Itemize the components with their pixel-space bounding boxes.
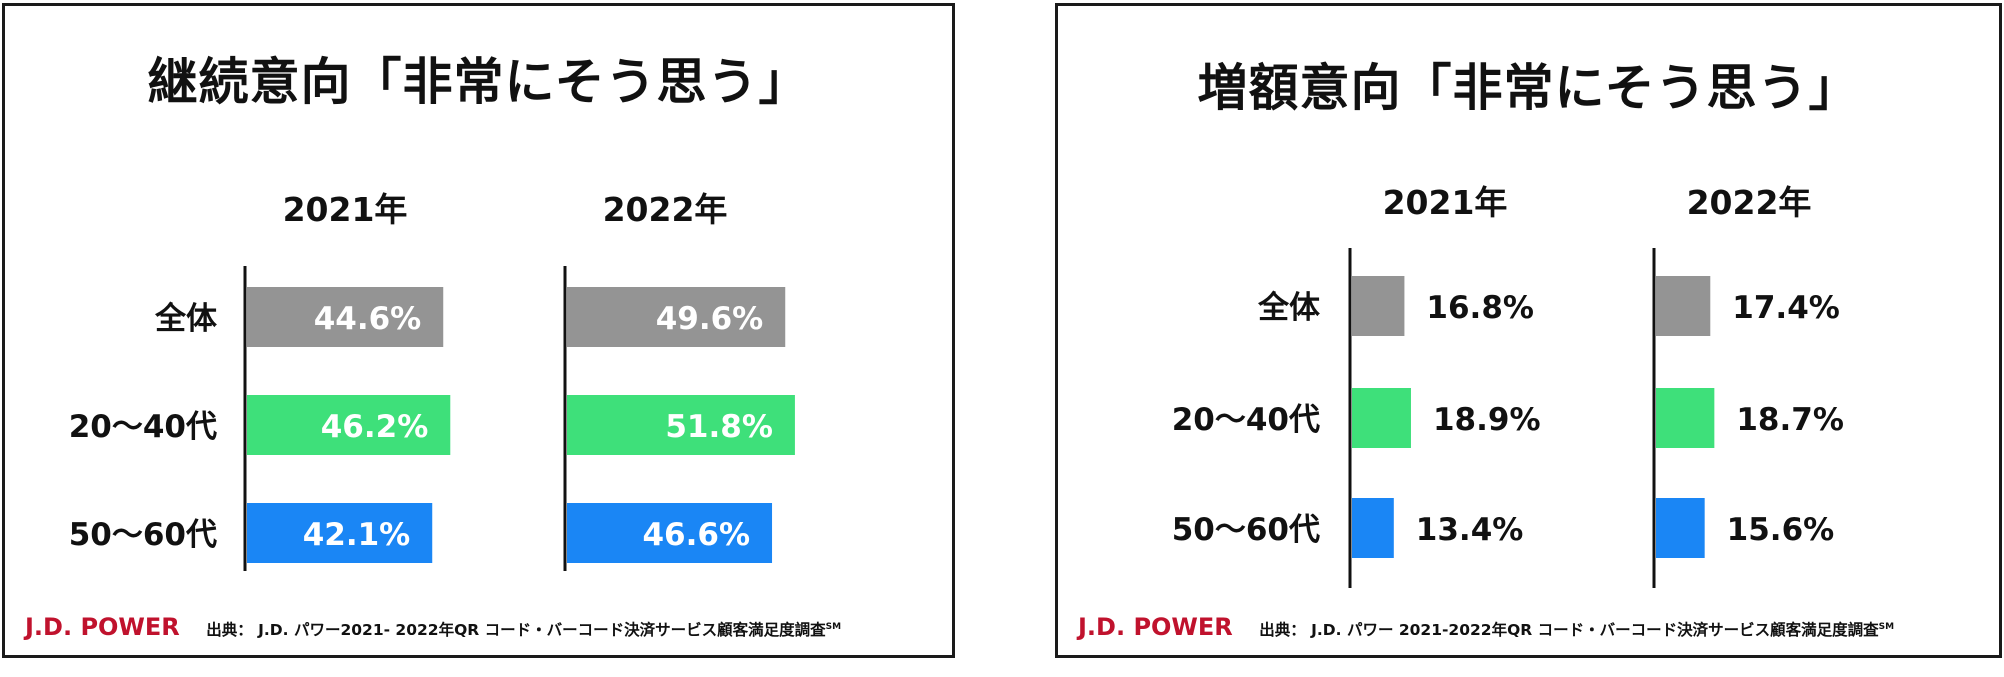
bar [567,287,786,347]
bar [1656,388,1715,448]
category-label: 50～60代 [1172,512,1320,548]
panel-title: 継続意向「非常にそう思う」 [147,53,810,111]
data-label: 49.6% [656,301,764,337]
series-header: 2021年 [283,190,408,229]
continuation-intent-chart: 全体 20～40代 50～60代 2021年 44.6% 46.2% 42.1% 2022年 4… [69,190,795,571]
data-label: 46.2% [321,409,429,445]
panel-title: 増額意向「非常にそう思う」 [1197,59,1860,117]
continuation-intent-panel: 継続意向「非常にそう思う」 全体 20～40代 50～60代 2021年 44.6% 46… [2,3,955,658]
bar [1352,498,1394,558]
category-label: 50～60代 [69,517,217,553]
service-mark: SM [1878,621,1895,632]
data-label: 51.8% [665,409,773,445]
data-label: 16.8% [1426,290,1534,326]
jd-power-logo: J.D. POWER [25,613,180,641]
data-label: 46.6% [642,517,750,553]
data-label: 17.4% [1732,290,1840,326]
bar [247,287,444,347]
bar [1352,276,1405,336]
jd-power-logo: J.D. POWER [1078,613,1233,641]
bar [1656,276,1711,336]
data-label: 18.7% [1736,402,1844,438]
category-label: 20～40代 [69,409,217,445]
footer: J.D. POWER 出典： J.D. パワー 2021-2022年QR コード… [1078,613,1894,641]
source-note: 出典： J.D. パワー2021- 2022年QR コード・バーコード決済サービ… [206,621,841,639]
service-mark: SM [825,621,842,632]
data-label: 13.4% [1416,512,1524,548]
footer: J.D. POWER 出典： J.D. パワー2021- 2022年QR コード… [25,613,841,641]
series-header: 2022年 [603,190,728,229]
category-label: 20～40代 [1172,402,1320,438]
category-label: 全体 [1257,290,1320,326]
source-prefix: 出典： [206,621,253,639]
bar [247,503,433,563]
series-header: 2021年 [1383,183,1508,222]
data-label: 44.6% [314,301,422,337]
source-text: J.D. パワー2021- 2022年QR コード・バーコード決済サービス顧客満… [258,621,826,639]
category-label: 全体 [154,301,217,337]
source-prefix: 出典： [1259,621,1306,639]
data-label: 42.1% [303,517,411,553]
bar [1656,498,1705,558]
increase-intent-chart: 全体 20～40代 50～60代 2021年 16.8% 18.9% 13.4% 2022年 1… [1172,183,1844,588]
series-header: 2022年 [1687,183,1812,222]
data-label: 18.9% [1433,402,1541,438]
source-note: 出典： J.D. パワー 2021-2022年QR コード・バーコード決済サービ… [1259,621,1894,639]
bar [247,395,451,455]
source-text: J.D. パワー 2021-2022年QR コード・バーコード決済サービス顧客満… [1311,621,1879,639]
data-label: 15.6% [1727,512,1835,548]
bar [567,503,773,563]
increase-intent-panel: 増額意向「非常にそう思う」 全体 20～40代 50～60代 2021年 16.8% 18… [1055,3,2002,658]
bar [1352,388,1411,448]
bar [567,395,795,455]
